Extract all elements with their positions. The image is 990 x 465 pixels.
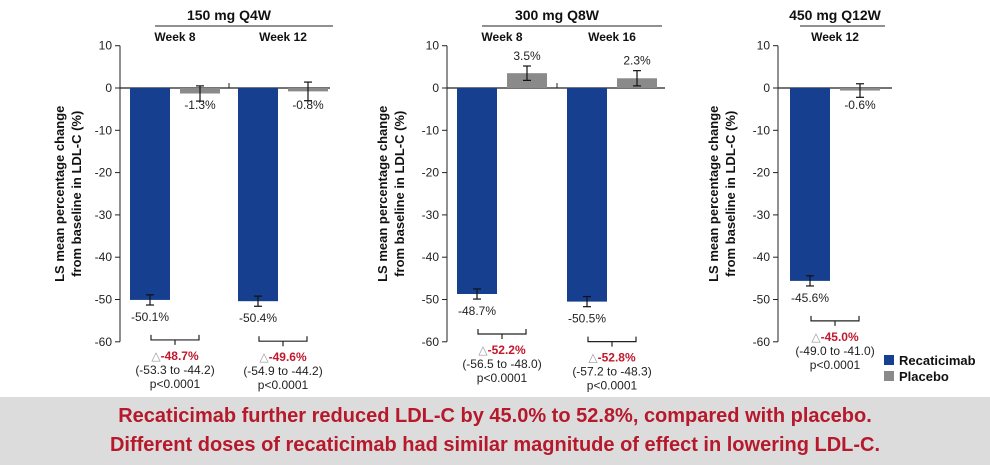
data-label: -50.1% — [131, 310, 169, 324]
p-value: p<0.0001 — [150, 377, 201, 391]
delta-icon: △ — [588, 351, 598, 365]
y-tick-label: -30 — [95, 208, 113, 222]
confidence-interval: (-53.3 to -44.2) — [135, 363, 214, 377]
comparison-bracket — [258, 336, 308, 347]
y-tick-label: -60 — [422, 335, 440, 349]
y-tick-label: 10 — [426, 39, 440, 53]
y-axis-label: LS mean percentage change — [706, 106, 721, 282]
y-tick-label: -50 — [422, 293, 440, 307]
banner-line-2: Different doses of recaticimab had simil… — [109, 434, 881, 456]
y-tick-label: -50 — [753, 293, 771, 307]
y-axis-label: from baseline in LDL-C (%) — [723, 111, 738, 277]
y-axis-label: from baseline in LDL-C (%) — [392, 111, 407, 277]
y-tick-label: -40 — [422, 250, 440, 264]
group-label: Week 8 — [481, 30, 522, 44]
legend-swatch-recaticimab — [884, 355, 894, 365]
p-value: p<0.0001 — [477, 371, 528, 385]
y-tick-label: -60 — [753, 335, 771, 349]
y-axis-label: LS mean percentage change — [375, 106, 390, 282]
delta-icon: △ — [259, 350, 269, 364]
chart: LS mean percentage change from baseline i… — [52, 7, 976, 393]
recaticimab-bar — [567, 88, 607, 302]
delta-label: △-52.8% — [588, 351, 636, 365]
y-tick-label: 0 — [763, 81, 770, 95]
p-value: p<0.0001 — [587, 379, 638, 393]
panel-title: 450 mg Q12W — [789, 7, 882, 23]
data-label: -0.6% — [844, 98, 876, 112]
y-tick-label: -50 — [95, 293, 113, 307]
recaticimab-bar — [130, 88, 170, 300]
legend-label-recaticimab: Recaticimab — [899, 353, 976, 368]
data-label: 2.3% — [623, 54, 651, 68]
delta-label: △-45.0% — [811, 330, 859, 344]
recaticimab-bar — [790, 88, 830, 281]
delta-value: -49.6% — [269, 350, 307, 364]
data-label: -45.6% — [791, 291, 829, 305]
data-label: -48.7% — [458, 304, 496, 318]
data-label: -50.4% — [239, 311, 277, 325]
y-tick-label: 10 — [99, 39, 113, 53]
y-tick-label: -40 — [95, 250, 113, 264]
data-label: -0.8% — [292, 98, 324, 112]
y-axis-label: from baseline in LDL-C (%) — [69, 111, 84, 277]
recaticimab-bar — [457, 88, 497, 295]
y-tick-label: -30 — [753, 208, 771, 222]
y-tick-label: 10 — [757, 39, 771, 53]
y-axis-label: LS mean percentage change — [52, 106, 67, 282]
delta-value: -48.7% — [161, 349, 199, 363]
comparison-bracket — [810, 315, 860, 326]
delta-label: △-52.2% — [478, 343, 526, 357]
y-tick-label: -10 — [95, 123, 113, 137]
p-value: p<0.0001 — [810, 358, 861, 372]
y-tick-label: 0 — [105, 81, 112, 95]
recaticimab-bar — [238, 88, 278, 302]
confidence-interval: (-57.2 to -48.3) — [572, 365, 651, 379]
comparison-bracket — [150, 334, 200, 345]
group-label: Week 12 — [811, 30, 859, 44]
conclusion-banner: Recaticimab further reduced LDL-C by 45.… — [0, 397, 990, 465]
comparison-bracket — [587, 336, 637, 347]
banner-line-1: Recaticimab further reduced LDL-C by 45.… — [118, 405, 872, 427]
delta-value: -52.2% — [488, 343, 526, 357]
comparison-bracket — [477, 329, 527, 340]
delta-label: △-48.7% — [151, 349, 199, 363]
group-label: Week 16 — [588, 30, 636, 44]
data-label: -1.3% — [184, 98, 216, 112]
confidence-interval: (-49.0 to -41.0) — [795, 344, 874, 358]
data-label: 3.5% — [513, 49, 541, 63]
y-tick-label: -20 — [422, 166, 440, 180]
panel-title: 150 mg Q4W — [187, 7, 272, 23]
legend-swatch-placebo — [884, 371, 894, 381]
group-label: Week 8 — [154, 30, 195, 44]
p-value: p<0.0001 — [258, 378, 309, 392]
y-tick-label: -10 — [753, 123, 771, 137]
confidence-interval: (-54.9 to -44.2) — [243, 364, 322, 378]
panel-title: 300 mg Q8W — [515, 7, 600, 23]
y-tick-label: -20 — [753, 166, 771, 180]
delta-icon: △ — [811, 330, 821, 344]
legend-label-placebo: Placebo — [899, 369, 949, 384]
delta-icon: △ — [151, 349, 161, 363]
y-tick-label: -20 — [95, 166, 113, 180]
delta-value: -45.0% — [821, 330, 859, 344]
y-tick-label: -40 — [753, 250, 771, 264]
data-label: -50.5% — [568, 312, 606, 326]
delta-label: △-49.6% — [259, 350, 307, 364]
confidence-interval: (-56.5 to -48.0) — [462, 357, 541, 371]
group-label: Week 12 — [259, 30, 307, 44]
y-tick-label: 0 — [432, 81, 439, 95]
y-tick-label: -60 — [95, 335, 113, 349]
delta-icon: △ — [478, 343, 488, 357]
y-tick-label: -30 — [422, 208, 440, 222]
delta-value: -52.8% — [598, 351, 636, 365]
y-tick-label: -10 — [422, 123, 440, 137]
